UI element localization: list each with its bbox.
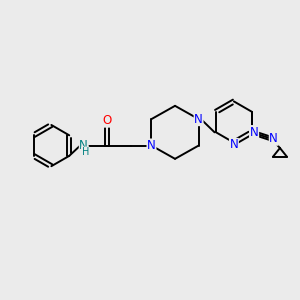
Text: O: O (103, 114, 112, 127)
Text: N: N (80, 139, 88, 152)
Text: H: H (82, 147, 89, 157)
Text: N: N (194, 112, 203, 126)
Text: N: N (250, 126, 259, 139)
Text: N: N (250, 126, 259, 139)
Text: N: N (147, 139, 156, 152)
Text: N: N (269, 132, 278, 145)
Text: N: N (230, 139, 238, 152)
